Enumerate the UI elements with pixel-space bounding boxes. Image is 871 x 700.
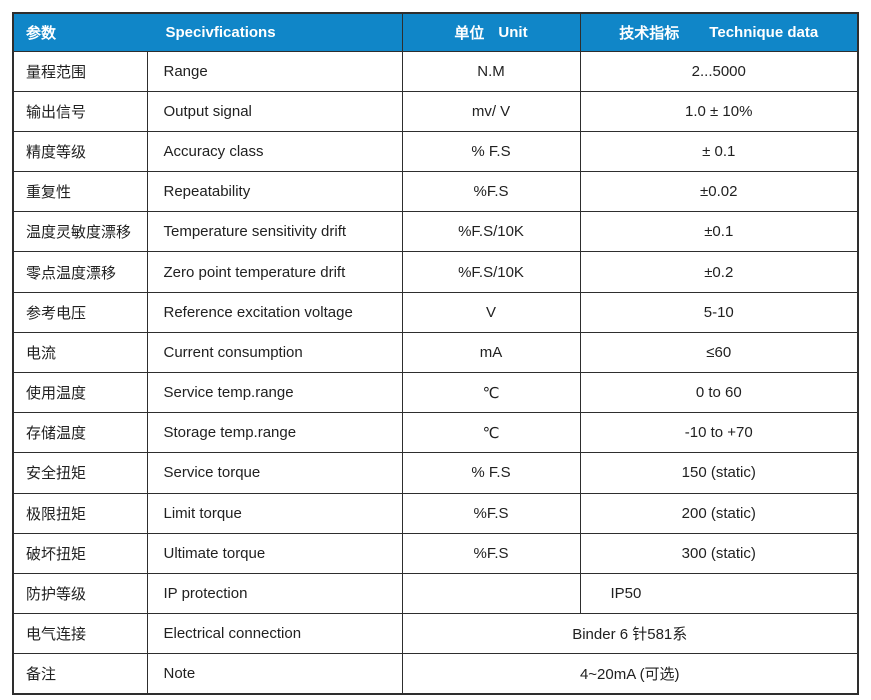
unit-cell: %F.S/10K	[401, 251, 581, 293]
table-row-accuracy-class: 精度等级 Accuracy class % F.S ± 0.1	[12, 130, 859, 173]
param-cell: 输出信号	[12, 90, 148, 132]
value-cell: ±0.2	[579, 251, 859, 293]
param-cell: 量程范围	[12, 50, 148, 92]
spec-cell: IP protection	[146, 572, 403, 615]
param-cell: 电流	[12, 331, 148, 374]
table-row-note: 备注 Note 4~20mA (可选)	[12, 653, 859, 695]
unit-cell: %F.S/10K	[401, 211, 581, 253]
param-cell: 重复性	[12, 171, 148, 213]
value-cell: ± 0.1	[579, 130, 859, 173]
table-row-range: 量程范围 Range N.M 2...5000	[12, 50, 859, 92]
table-row-repeatability: 重复性 Repeatability %F.S ±0.02	[12, 171, 859, 213]
spec-cell: Electrical connection	[146, 613, 403, 655]
value-cell: 5-10	[579, 291, 859, 333]
value-cell: 300 (static)	[579, 532, 859, 574]
spec-cell: Range	[146, 50, 403, 92]
unit-cell: V	[401, 291, 581, 333]
param-cell: 精度等级	[12, 130, 148, 173]
header-param-zh: 参数	[26, 24, 57, 42]
unit-cell: %F.S	[401, 532, 581, 574]
param-cell: 使用温度	[12, 371, 148, 414]
header-spec-en: Specivfications	[165, 23, 276, 41]
spec-table-container: 参数 Specivfications 单位 Unit 技术指标	[12, 12, 859, 695]
value-cell: -10 to +70	[579, 412, 859, 454]
value-cell: 200 (static)	[579, 492, 859, 534]
header-tech-zh: 技术指标	[619, 24, 680, 42]
table-row-service-torque: 安全扭矩 Service torque % F.S 150 (static)	[12, 452, 859, 494]
value-cell: ±0.02	[579, 171, 859, 213]
table-row-service-temp-range: 使用温度 Service temp.range ℃ 0 to 60	[12, 371, 859, 414]
table-row-reference-voltage: 参考电压 Reference excitation voltage V 5-10	[12, 291, 859, 333]
spec-cell: Note	[146, 653, 403, 695]
value-cell: 150 (static)	[579, 452, 859, 494]
table-row-output-signal: 输出信号 Output signal mv/ V 1.0 ± 10%	[12, 90, 859, 132]
unit-cell: % F.S	[401, 452, 581, 494]
spec-cell: Limit torque	[146, 492, 403, 534]
value-cell: ≤60	[579, 331, 859, 374]
spec-cell: Ultimate torque	[146, 532, 403, 574]
spec-table: 参数 Specivfications 单位 Unit 技术指标	[12, 12, 859, 695]
spec-cell: Reference excitation voltage	[146, 291, 403, 333]
unit-cell: %F.S	[401, 171, 581, 213]
header-param: 参数	[12, 12, 148, 52]
unit-cell: %F.S	[401, 492, 581, 534]
param-cell: 极限扭矩	[12, 492, 148, 534]
unit-cell	[401, 572, 581, 615]
table-row-electrical-connection: 电气连接 Electrical connection Binder 6 针581…	[12, 613, 859, 655]
spec-cell: Accuracy class	[146, 130, 403, 173]
value-cell: 0 to 60	[579, 371, 859, 414]
param-cell: 存储温度	[12, 412, 148, 454]
table-row-temp-sensitivity-drift: 温度灵敏度漂移 Temperature sensitivity drift %F…	[12, 211, 859, 253]
unit-cell: mv/ V	[401, 90, 581, 132]
value-cell: ±0.1	[579, 211, 859, 253]
value-cell-merged: 4~20mA (可选)	[401, 653, 859, 695]
param-cell: 零点温度漂移	[12, 251, 148, 293]
spec-cell: Service torque	[146, 452, 403, 494]
table-row-ip-protection: 防护等级 IP protection IP50	[12, 572, 859, 615]
table-row-limit-torque: 极限扭矩 Limit torque %F.S 200 (static)	[12, 492, 859, 534]
param-cell: 破坏扭矩	[12, 532, 148, 574]
spec-cell: Zero point temperature drift	[146, 251, 403, 293]
spec-cell: Storage temp.range	[146, 412, 403, 454]
value-cell: 1.0 ± 10%	[579, 90, 859, 132]
table-row-zero-point-temp-drift: 零点温度漂移 Zero point temperature drift %F.S…	[12, 251, 859, 293]
table-row-ultimate-torque: 破坏扭矩 Ultimate torque %F.S 300 (static)	[12, 532, 859, 574]
unit-cell: % F.S	[401, 130, 581, 173]
unit-cell: N.M	[401, 50, 581, 92]
header-unit-en: Unit	[498, 23, 528, 41]
header-row: 参数 Specivfications 单位 Unit 技术指标	[12, 12, 859, 52]
unit-cell: ℃	[401, 412, 581, 454]
spec-cell: Service temp.range	[146, 371, 403, 414]
value-cell-merged: Binder 6 针581系	[401, 613, 859, 655]
value-cell: 2...5000	[579, 50, 859, 92]
value-cell: IP50	[579, 572, 859, 615]
header-unit: 单位 Unit	[401, 12, 581, 52]
unit-cell: mA	[401, 331, 581, 374]
header-tech-en: Technique data	[709, 23, 819, 41]
param-cell: 参考电压	[12, 291, 148, 333]
param-cell: 电气连接	[12, 613, 148, 655]
param-cell: 温度灵敏度漂移	[12, 211, 148, 253]
param-cell: 防护等级	[12, 572, 148, 615]
header-specifications: Specivfications	[146, 12, 403, 52]
header-technique-data: 技术指标 Technique data	[579, 12, 859, 52]
spec-cell: Repeatability	[146, 171, 403, 213]
param-cell: 备注	[12, 653, 148, 695]
param-cell: 安全扭矩	[12, 452, 148, 494]
header-unit-zh: 单位	[454, 24, 485, 42]
table-row-current-consumption: 电流 Current consumption mA ≤60	[12, 331, 859, 374]
spec-cell: Current consumption	[146, 331, 403, 374]
table-row-storage-temp-range: 存储温度 Storage temp.range ℃ -10 to +70	[12, 412, 859, 454]
spec-cell: Temperature sensitivity drift	[146, 211, 403, 253]
unit-cell: ℃	[401, 371, 581, 414]
spec-cell: Output signal	[146, 90, 403, 132]
